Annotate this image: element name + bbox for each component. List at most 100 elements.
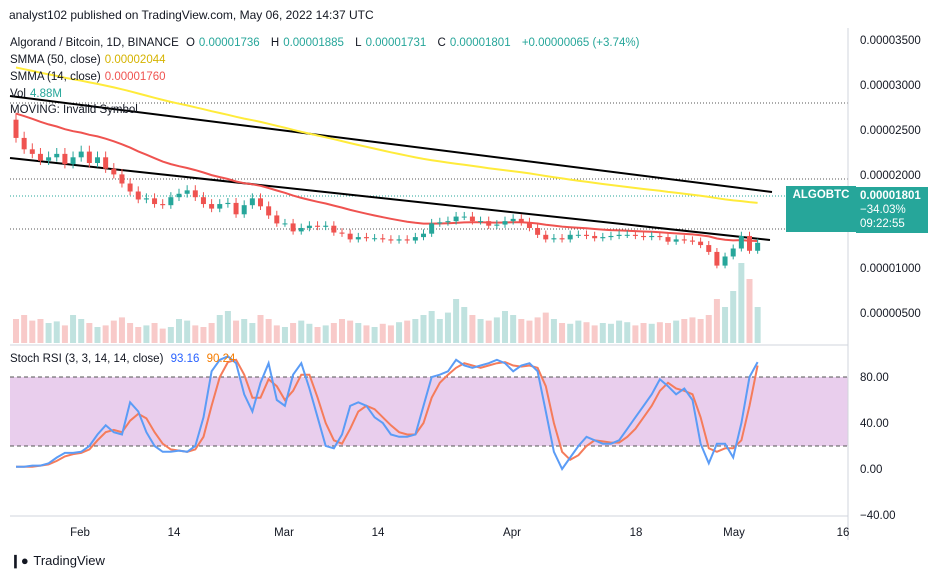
candle-body bbox=[290, 223, 296, 232]
candle-body bbox=[119, 174, 125, 184]
channel-upper-line bbox=[9, 95, 773, 193]
volume-bar bbox=[526, 320, 533, 343]
stoch-tick-label: 80.00 bbox=[860, 372, 889, 384]
stoch-k-line bbox=[16, 355, 759, 471]
candle-body bbox=[747, 235, 752, 251]
volume-bar bbox=[127, 323, 134, 343]
volume-bar bbox=[314, 327, 321, 343]
candle-body bbox=[160, 204, 166, 206]
candle-body bbox=[535, 227, 541, 235]
candle-body bbox=[722, 256, 728, 266]
time-tick-label: May bbox=[723, 527, 745, 539]
volume-bar bbox=[632, 325, 639, 343]
volume-bar bbox=[412, 319, 419, 343]
price-tick-label: 0.00000500 bbox=[860, 308, 921, 320]
volume-bar bbox=[110, 320, 117, 343]
candle-body bbox=[103, 157, 109, 169]
volume-bar bbox=[689, 317, 696, 343]
axes: 0.00003500 0.00003000 0.00002500 0.00002000… bbox=[10, 28, 921, 540]
volume-bar bbox=[575, 320, 582, 343]
candle-body bbox=[380, 238, 386, 240]
tradingview-footer[interactable]: ❙● TradingView bbox=[10, 553, 105, 569]
candle-body bbox=[233, 202, 239, 215]
volume-bar bbox=[469, 315, 476, 343]
stoch-tick-label: 40.00 bbox=[860, 418, 889, 430]
candle-body bbox=[266, 206, 272, 216]
volume-bar bbox=[208, 323, 215, 343]
candle-body bbox=[70, 157, 76, 165]
volume-bar bbox=[420, 315, 427, 343]
stoch-d-value: 90.24 bbox=[206, 353, 236, 365]
volume-bar bbox=[510, 315, 517, 343]
candle-body bbox=[323, 225, 329, 227]
tradingview-logo-icon: ❙● bbox=[10, 553, 29, 568]
candle-body bbox=[518, 218, 524, 223]
volume-bar bbox=[86, 323, 93, 343]
candle-body bbox=[575, 234, 581, 236]
candle-body bbox=[673, 239, 679, 242]
volume-bar bbox=[45, 323, 52, 343]
candle-body bbox=[608, 235, 614, 238]
candle-body bbox=[388, 239, 394, 241]
price-label: 0.00001801 −34.03% 09:22:55 bbox=[856, 187, 928, 233]
candle-body bbox=[665, 237, 671, 242]
candle-body bbox=[184, 190, 190, 194]
volume-bar bbox=[559, 323, 566, 343]
volume-bar bbox=[730, 291, 737, 343]
price-tick-label: 0.00003500 bbox=[860, 35, 921, 47]
volume-bar bbox=[502, 311, 508, 343]
volume-bar bbox=[599, 323, 606, 343]
change-value: +0.00000065 (+3.74%) bbox=[521, 37, 640, 49]
candle-body bbox=[54, 153, 60, 158]
stoch-tick-label: 0.00 bbox=[860, 464, 882, 476]
candle-body bbox=[437, 222, 443, 224]
candle-body bbox=[339, 232, 345, 234]
volume-bar bbox=[298, 320, 305, 343]
volume-bar bbox=[216, 315, 223, 343]
volume-bar bbox=[70, 315, 77, 343]
candle-body bbox=[502, 221, 508, 225]
candle-body bbox=[681, 239, 687, 241]
volume-bar bbox=[607, 323, 614, 343]
candle-body bbox=[111, 168, 117, 175]
candle-body bbox=[412, 237, 418, 241]
volume-bar bbox=[184, 320, 191, 343]
time-tick-label: 16 bbox=[837, 527, 850, 539]
volume-bar bbox=[339, 319, 345, 343]
open-value: 0.00001736 bbox=[198, 37, 260, 49]
time-tick-label: Apr bbox=[503, 527, 521, 539]
candle-body bbox=[453, 216, 459, 222]
volume-bar bbox=[673, 320, 680, 343]
volume-bar bbox=[640, 323, 647, 343]
candle-body bbox=[486, 221, 492, 226]
candle-body bbox=[192, 190, 198, 198]
stoch-k-value: 93.16 bbox=[170, 353, 200, 365]
price-tick-label: 0.00002500 bbox=[860, 125, 921, 137]
volume-bar bbox=[61, 325, 68, 343]
channel-lower-line bbox=[9, 157, 771, 241]
volume-bar bbox=[281, 327, 288, 343]
symbol-legend: Algorand / Bitcoin, 1D, BINANCE O 0.00001… bbox=[10, 37, 640, 49]
volume-bar bbox=[135, 327, 142, 343]
volume-bar bbox=[167, 327, 174, 343]
candle-body bbox=[21, 137, 27, 150]
volume-bars bbox=[13, 263, 761, 343]
volume-bar bbox=[396, 322, 403, 343]
candle-body bbox=[135, 191, 141, 200]
candle-body bbox=[372, 238, 378, 240]
candle-body bbox=[209, 204, 215, 209]
volume-bar bbox=[428, 311, 435, 343]
volume-bar bbox=[404, 320, 411, 343]
candle-body bbox=[616, 234, 622, 236]
price-tick-label: 0.00001000 bbox=[860, 263, 921, 275]
volume-bar bbox=[379, 323, 386, 343]
volume-legend: Vol 4.88M bbox=[10, 88, 62, 100]
candle-body bbox=[584, 234, 589, 236]
candle-body bbox=[258, 198, 263, 207]
candle-body bbox=[176, 193, 182, 198]
candle-body bbox=[600, 237, 606, 239]
candle-body bbox=[315, 225, 321, 227]
volume-bar bbox=[78, 319, 85, 343]
candle-body bbox=[755, 242, 761, 251]
